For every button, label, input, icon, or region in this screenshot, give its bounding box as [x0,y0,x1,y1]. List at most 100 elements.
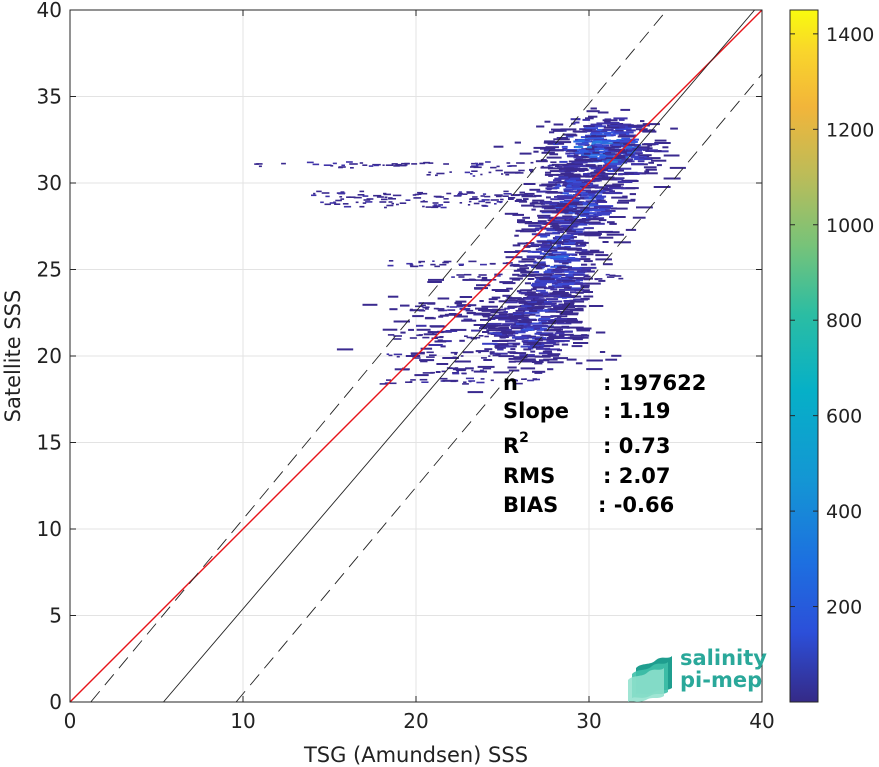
density-cell [573,140,590,143]
density-cell [439,377,448,380]
density-cell [512,213,524,216]
density-cell [568,240,578,243]
density-cell [567,228,585,231]
density-cell [609,274,616,277]
density-cell [508,369,520,372]
density-cell [336,348,354,351]
density-cell [598,141,609,144]
density-cell [608,139,620,142]
density-cell [475,307,489,310]
density-cell [410,265,419,268]
density-cell [545,256,564,258]
density-cell [556,330,573,333]
density-cell [580,284,590,287]
density-cell [632,147,648,150]
density-cell [587,137,604,140]
density-cell [521,195,537,198]
density-cell [515,229,524,232]
density-cell [582,128,593,131]
density-cell [496,333,503,336]
density-cell [554,293,572,296]
y-tick-label: 40 [37,0,62,22]
density-cell [559,333,574,336]
density-cell [306,161,314,164]
density-cell [481,305,498,308]
density-cell [580,297,590,300]
density-cell [522,198,529,201]
density-cell [437,309,445,312]
density-cell [478,335,484,337]
density-cell [515,316,529,319]
density-cell [617,135,635,138]
density-cell [550,161,557,163]
density-cell [586,146,592,149]
density-cell [509,351,518,354]
density-cell [385,164,394,166]
colorbar-tick-label: 400 [826,501,862,523]
density-cell [362,164,368,166]
density-cell [493,371,510,374]
density-cell [598,138,607,141]
density-cell [504,212,519,215]
density-cell [645,168,657,171]
density-cell [553,186,560,189]
density-cell [567,155,575,158]
density-cell [520,326,527,329]
density-cell [567,248,580,251]
density-cell [566,163,583,165]
density-cell [589,194,602,197]
density-cell [512,244,521,247]
density-cell [555,318,567,321]
density-cell [519,191,525,194]
density-cell [602,128,614,131]
density-cell [520,271,531,274]
density-cell [422,372,431,374]
density-cell [580,150,592,153]
density-cell [520,230,537,233]
density-cell [599,154,605,157]
density-cell [479,369,484,372]
density-cell [563,211,576,214]
density-cell [637,160,645,163]
density-cell [553,306,570,309]
density-cell [548,294,563,297]
density-cell [546,196,551,199]
density-cell [557,231,565,234]
density-cell [514,234,519,237]
density-cell [588,115,598,118]
density-cell [386,379,391,381]
density-cell [564,330,573,333]
density-cell [663,177,681,180]
density-cell [410,379,416,381]
density-cell [341,164,345,167]
density-cell [532,324,548,327]
density-cell [430,263,436,266]
density-cell [574,307,584,310]
density-cell [495,195,502,198]
density-cell [595,254,609,257]
density-cell [539,333,553,336]
density-cell [409,337,417,339]
density-cell [609,222,617,225]
density-cell [643,157,651,160]
density-cell [576,149,586,152]
density-cell [457,194,463,196]
density-cell [411,163,418,165]
density-cell [550,225,560,228]
density-cell [600,174,605,177]
density-cell [540,248,549,251]
density-cell [482,315,490,318]
density-cell [545,146,559,149]
density-cell [387,264,394,267]
density-cell [536,190,546,193]
density-cell [609,216,626,218]
density-cell [547,353,561,356]
density-cell [595,140,603,143]
density-cell [580,270,595,273]
density-cell [618,173,629,176]
density-cell [591,196,605,199]
density-cell [566,358,577,361]
density-cell [476,381,485,384]
density-cell [595,214,602,216]
density-cell [504,301,518,304]
